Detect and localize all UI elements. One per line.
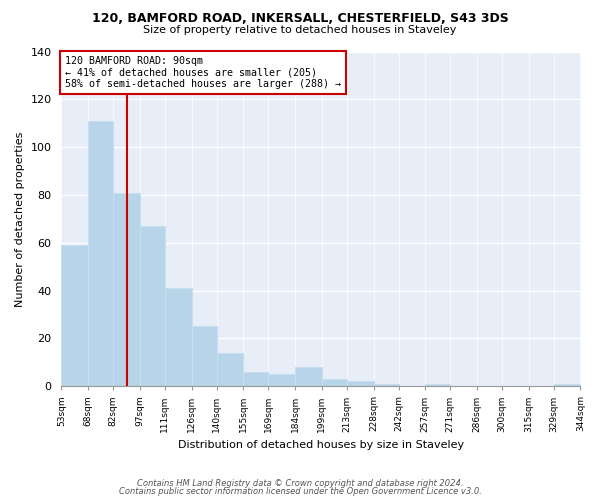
Bar [88,121,113,386]
Text: 120 BAMFORD ROAD: 90sqm
← 41% of detached houses are smaller (205)
58% of semi-d: 120 BAMFORD ROAD: 90sqm ← 41% of detache… [65,56,341,90]
Y-axis label: Number of detached properties: Number of detached properties [15,131,25,306]
Bar [347,382,374,386]
Bar [191,326,217,386]
Bar [217,353,244,386]
Bar [61,245,88,386]
Bar [140,226,165,386]
Bar [322,379,347,386]
Bar [295,367,322,386]
Text: Contains public sector information licensed under the Open Government Licence v3: Contains public sector information licen… [119,487,481,496]
Text: Size of property relative to detached houses in Staveley: Size of property relative to detached ho… [143,25,457,35]
Bar [554,384,580,386]
Bar [113,192,140,386]
X-axis label: Distribution of detached houses by size in Staveley: Distribution of detached houses by size … [178,440,464,450]
Text: 120, BAMFORD ROAD, INKERSALL, CHESTERFIELD, S43 3DS: 120, BAMFORD ROAD, INKERSALL, CHESTERFIE… [92,12,508,26]
Text: Contains HM Land Registry data © Crown copyright and database right 2024.: Contains HM Land Registry data © Crown c… [137,478,463,488]
Bar [268,374,295,386]
Bar [165,288,191,386]
Bar [425,384,450,386]
Bar [374,384,398,386]
Bar [244,372,268,386]
